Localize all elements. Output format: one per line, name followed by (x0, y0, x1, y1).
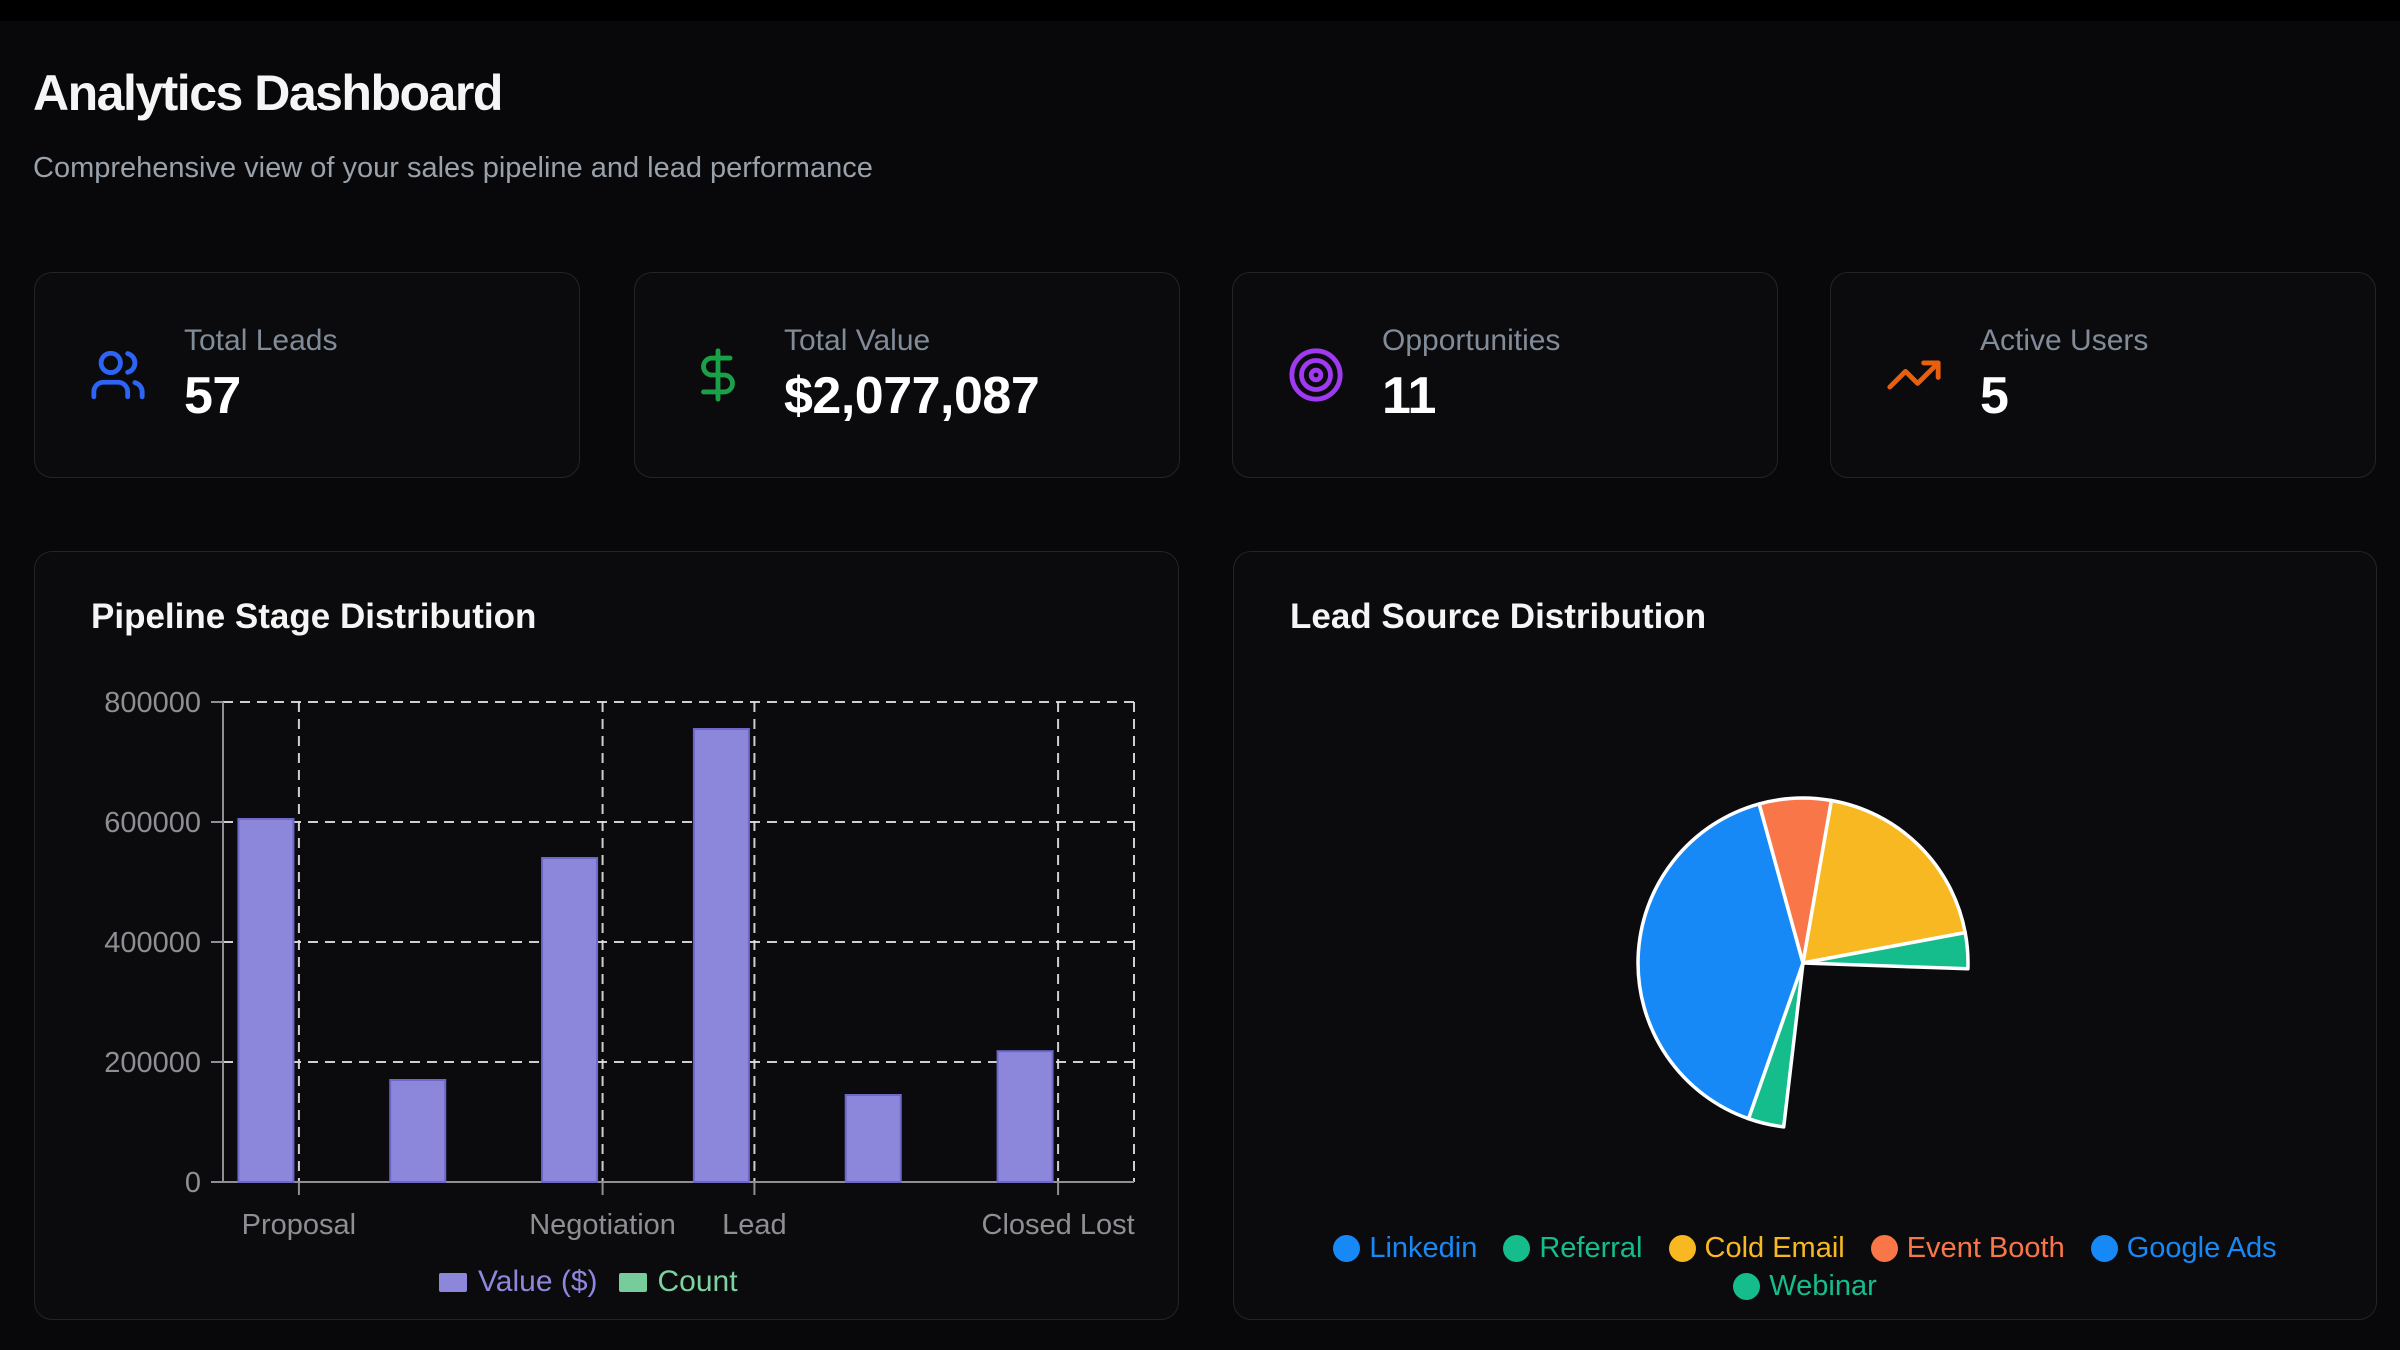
users-icon (89, 346, 147, 404)
lead-source-pie-chart[interactable] (1234, 552, 2378, 1321)
pipeline-bar-chart[interactable]: 0 200000 400000 600000 800000 Proposal Negotia… (35, 552, 1180, 1321)
legend-label: Google Ads (2126, 1231, 2277, 1264)
legend-label-count: Count (657, 1265, 738, 1298)
bar-category-4-Value ($)[interactable] (844, 1094, 902, 1183)
stat-label: Active Users (1980, 324, 2149, 357)
stat-card-total-value: Total Value $2,077,087 (634, 272, 1180, 478)
legend-item-count[interactable]: Count (618, 1265, 738, 1299)
y-tick-label: 800000 (104, 687, 201, 719)
pie-legend-row-2: Webinar (1234, 1269, 2376, 1303)
page-title: Analytics Dashboard (33, 65, 503, 121)
legend-item-referral[interactable]: Referral (1503, 1231, 1643, 1265)
bar-Negotiation-Value ($)[interactable] (541, 857, 599, 1183)
legend-item-event-booth[interactable]: Event Booth (1870, 1231, 2065, 1265)
pipeline-chart-card: Pipeline Stage Distribution 0 200000 40000… (34, 551, 1179, 1320)
legend-dot (1668, 1234, 1696, 1262)
dollar-sign-icon (689, 346, 747, 404)
stat-value: $2,077,087 (784, 367, 1040, 425)
legend-label: Event Booth (1906, 1231, 2065, 1264)
legend-label: Cold Email (1704, 1231, 1845, 1264)
legend-label: Linkedin (1369, 1231, 1478, 1264)
legend-item-webinar[interactable]: Webinar (1733, 1269, 1877, 1303)
legend-label-value: Value ($) (478, 1265, 598, 1298)
stat-label: Opportunities (1382, 324, 1561, 357)
pie-chart-legend: Linkedin Referral Cold Email Event Booth Goo… (1234, 1231, 2376, 1303)
stat-value: 5 (1980, 367, 2009, 425)
stat-label: Total Value (784, 324, 931, 357)
stat-value: 11 (1382, 367, 1436, 425)
x-tick-label-Proposal: Proposal (242, 1209, 356, 1241)
value-series-swatch (439, 1272, 467, 1292)
lead-source-chart-title: Lead Source Distribution (1290, 597, 1707, 636)
legend-dot (1503, 1234, 1531, 1262)
pie-slice-referral[interactable] (1801, 930, 1970, 971)
trending-up-icon (1885, 346, 1943, 404)
pie-slice-google-ads[interactable] (1636, 802, 1805, 1121)
stat-card-total-leads: Total Leads 57 (34, 272, 580, 478)
y-tick-label: 200000 (104, 1047, 201, 1079)
pipeline-chart-title: Pipeline Stage Distribution (91, 597, 537, 636)
target-icon (1287, 346, 1345, 404)
pie-legend-row-1: Linkedin Referral Cold Email Event Booth Goo… (1234, 1231, 2376, 1265)
legend-dot (1870, 1234, 1898, 1262)
legend-item-google-ads[interactable]: Google Ads (2090, 1231, 2277, 1265)
legend-dot (1733, 1272, 1761, 1300)
x-tick-label-Lead: Lead (722, 1209, 787, 1241)
legend-item-value[interactable]: Value ($) (439, 1265, 598, 1299)
x-tick-label-Negotiation: Negotiation (529, 1209, 676, 1241)
y-tick-label: 0 (185, 1167, 201, 1199)
bar-chart-legend: Value ($) Count (439, 1264, 738, 1300)
legend-item-linkedin[interactable]: Linkedin (1333, 1232, 1477, 1265)
lead-source-chart-card: Lead Source Distribution Linkedin Referra… (1233, 551, 2377, 1320)
legend-label: Webinar (1769, 1269, 1877, 1302)
bar-Closed Lost-Value ($)[interactable] (996, 1050, 1054, 1184)
page-subtitle: Comprehensive view of your sales pipelin… (33, 152, 873, 184)
bar-category-1-Value ($)[interactable] (389, 1079, 447, 1183)
count-series-swatch (618, 1272, 647, 1292)
x-tick-label-Closed Lost: Closed Lost (982, 1209, 1135, 1241)
y-tick-label: 600000 (104, 807, 201, 839)
bar-Proposal-Value ($)[interactable] (237, 818, 295, 1183)
pie-slice-cold-email[interactable] (1801, 798, 1967, 965)
y-tick-label: 400000 (104, 927, 201, 959)
stat-value: 57 (184, 367, 241, 425)
bar-Lead-Value ($)[interactable] (692, 728, 750, 1183)
legend-dot (2090, 1234, 2118, 1262)
stat-card-opportunities: Opportunities 11 (1232, 272, 1778, 478)
legend-dot (1333, 1234, 1361, 1262)
stat-card-active-users: Active Users 5 (1830, 272, 2376, 478)
legend-label: Referral (1539, 1231, 1643, 1264)
legend-item-cold-email[interactable]: Cold Email (1668, 1231, 1845, 1265)
stat-label: Total Leads (184, 324, 338, 357)
